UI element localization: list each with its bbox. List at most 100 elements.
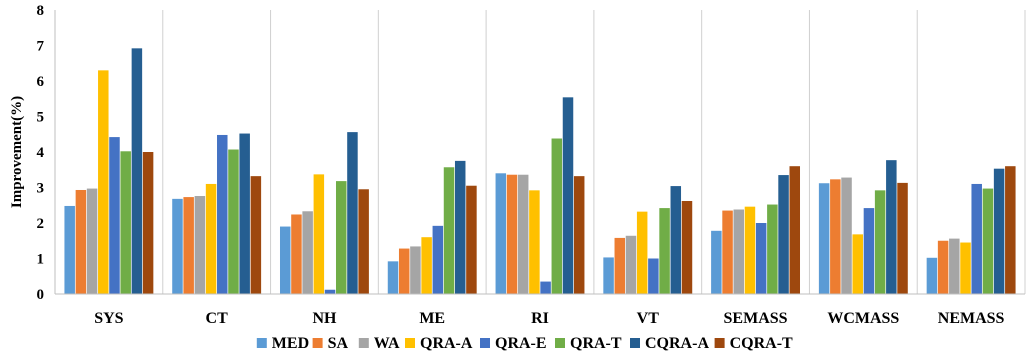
x-tick-label: NH: [312, 310, 337, 327]
y-tick-label: 1: [37, 252, 45, 268]
bar: [614, 237, 626, 294]
bar: [86, 188, 98, 294]
bar: [443, 167, 455, 294]
bar: [64, 205, 75, 294]
bar: [767, 204, 778, 294]
bar: [659, 208, 670, 294]
bar: [852, 234, 863, 294]
bar: [358, 189, 369, 294]
bar: [131, 48, 143, 295]
bar: [228, 149, 239, 294]
bar: [75, 189, 87, 294]
legend-swatch: [630, 338, 640, 348]
bar: [142, 152, 154, 294]
legend-swatch: [312, 338, 323, 348]
legend-swatch: [714, 338, 725, 348]
bar: [926, 257, 938, 294]
bar: [506, 174, 518, 294]
legend-label: SA: [328, 335, 349, 352]
bar: [120, 151, 131, 294]
legend-label: CQRA-A: [645, 335, 709, 352]
bar: [982, 188, 994, 294]
bar: [949, 238, 960, 294]
bar: [517, 174, 529, 294]
y-tick-label: 6: [37, 74, 45, 90]
bar: [971, 183, 982, 294]
bar: [529, 190, 540, 294]
bar: [993, 168, 1005, 294]
bar: [830, 179, 841, 294]
bar: [744, 206, 756, 294]
bar: [109, 137, 120, 294]
bar: [398, 248, 410, 294]
legend-label: QRA-A: [420, 335, 473, 352]
bar: [279, 226, 291, 294]
legend-label: QRA-E: [495, 335, 547, 352]
bar: [937, 240, 949, 294]
bar: [466, 185, 477, 294]
bar: [670, 186, 682, 294]
bar: [454, 160, 466, 294]
legend-label: WA: [374, 335, 400, 352]
bar: [194, 196, 206, 294]
bar: [172, 198, 183, 294]
bar: [217, 134, 228, 294]
bar: [778, 175, 789, 294]
bar: [335, 181, 347, 294]
y-tick-label: 4: [37, 145, 45, 161]
x-tick-label: ME: [419, 310, 445, 327]
x-tick-label: SYS: [94, 310, 123, 327]
y-tick-label: 5: [37, 110, 45, 126]
bar: [410, 246, 421, 294]
bar: [540, 281, 551, 294]
bar: [711, 230, 722, 294]
x-tick-label: VT: [637, 310, 660, 327]
legend-label: CQRA-T: [730, 335, 793, 352]
bar: [562, 97, 574, 294]
legend-swatch: [480, 338, 490, 348]
bar: [960, 242, 971, 294]
bar: [863, 208, 875, 294]
legend-swatch: [405, 338, 415, 348]
bar: [347, 132, 358, 294]
bar: [205, 183, 217, 294]
legend-swatch: [358, 338, 369, 348]
x-tick-label: CT: [206, 310, 229, 327]
bar: [302, 211, 313, 294]
axes: 0 1 2 3 4 5 6 7 8 SYS CT NH ME RI VT SEMASS WCMASS NEMASS: [37, 3, 1025, 327]
bar: [432, 225, 444, 294]
bar: [603, 257, 614, 294]
bar: [722, 210, 733, 294]
bar: [733, 209, 745, 294]
legend: MED SA WA QRA-A QRA-E QRA-T CQRA-A CQRA-T: [256, 335, 793, 352]
bar: [551, 138, 563, 294]
bar: [648, 258, 659, 294]
bar: [625, 235, 637, 294]
bar: [98, 70, 109, 294]
bar: [841, 177, 852, 294]
gridlines: [54, 10, 1026, 294]
bar: [239, 133, 250, 294]
bar: [755, 223, 767, 294]
bar: [421, 237, 432, 294]
x-tick-label: RI: [531, 310, 549, 327]
y-tick-label: 8: [37, 3, 45, 19]
y-tick-label: 7: [37, 39, 45, 55]
bar: [495, 173, 507, 294]
legend-swatch: [256, 338, 267, 348]
y-axis-label: Improvement(%): [9, 96, 25, 208]
y-tick-label: 3: [37, 181, 45, 197]
bar: [886, 160, 897, 294]
bar: [573, 176, 585, 294]
bar: [183, 197, 194, 294]
bar: [313, 174, 325, 294]
bar: [874, 190, 886, 294]
bar: [636, 211, 648, 294]
bar: [291, 214, 302, 294]
bar: [681, 200, 693, 294]
legend-label: MED: [272, 335, 309, 352]
bars: [64, 48, 1016, 295]
y-tick-label: 2: [37, 216, 45, 232]
bar: [324, 289, 336, 294]
